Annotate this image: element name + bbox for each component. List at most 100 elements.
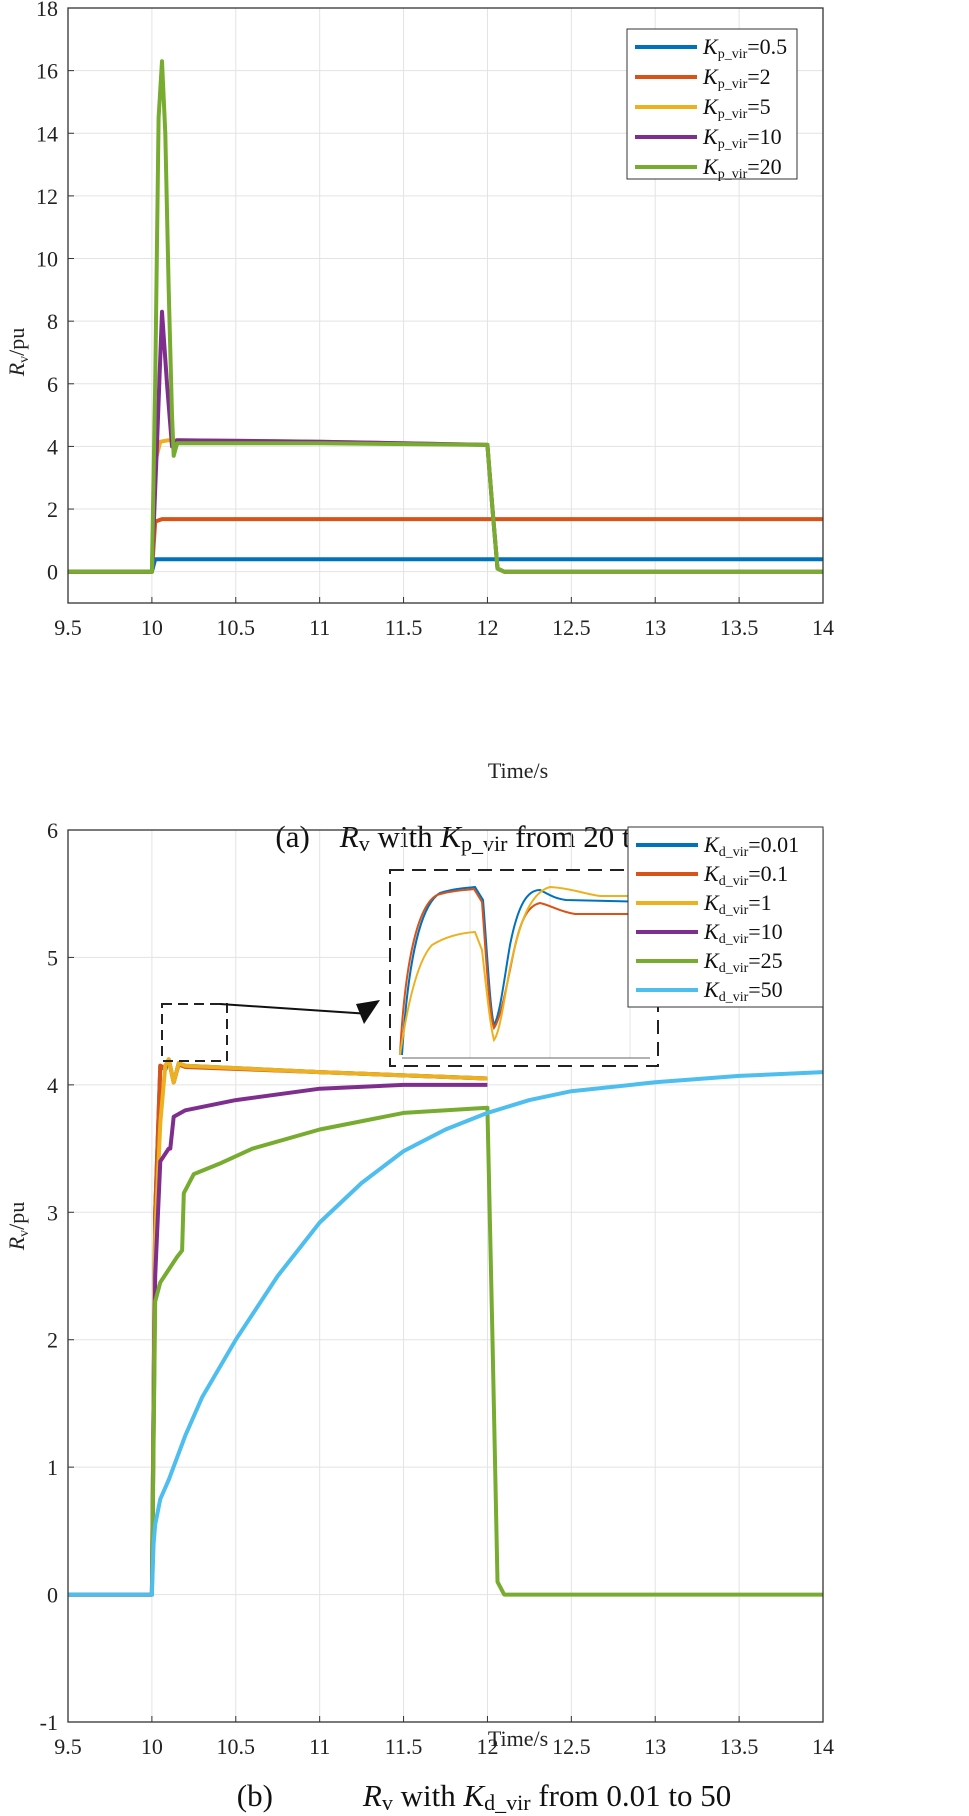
panel-b-x-tick-label: 13 — [644, 1734, 666, 1759]
panel-b-series-lines — [68, 1057, 824, 1597]
panel-a-series-line-p_vir-20 — [68, 59, 823, 574]
panel-b-caption-r-sub: v — [382, 1790, 393, 1815]
panel-a-legend-entry: Kp_vir=2 — [702, 64, 771, 92]
panel-a-y-tick-label: 2 — [47, 497, 58, 522]
zoom-inset-curve-kd-1 — [399, 885, 656, 1056]
legend-value: =50 — [748, 977, 782, 1002]
panel-b-x-tick-label: 11.5 — [385, 1734, 423, 1759]
panel-b-caption-k-sub: d_vir — [484, 1790, 531, 1815]
legend-k: K — [703, 890, 720, 915]
panel-a-ylabel-rest: /pu — [4, 328, 29, 356]
panel-b-x-axis-label: Time/s — [488, 1726, 548, 1751]
panel-a-y-tick-label: 16 — [36, 59, 58, 84]
panel-a-y-tick-label: 0 — [47, 560, 58, 585]
zoom-arrow-line — [219, 1003, 371, 1015]
legend-k: K — [703, 832, 720, 857]
panel-a-caption-k-sub: p_vir — [461, 831, 508, 856]
panel-a-legend-entry: Kp_vir=10 — [702, 124, 782, 152]
panel-b-legend: Kd_vir=0.01Kd_vir=0.1Kd_vir=1Kd_vir=10Kd… — [627, 826, 824, 1008]
panel-b-x-tick-label: 11 — [309, 1734, 330, 1759]
panel-b-x-tick-labels: 9.5 10 10.5 11 11.5 12 12.5 13 13.5 14 — [54, 1734, 834, 1759]
legend-k: K — [702, 64, 719, 89]
panel-a-y-tick-label: 12 — [36, 184, 58, 209]
panel-a-y-tick-label: 14 — [36, 121, 58, 146]
panel-b-series-line-d_vir-25 — [68, 1105, 823, 1597]
panel-b: 9.5 10 10.5 11 11.5 12 12.5 13 13.5 14 -10123456 … — [4, 818, 834, 1815]
panel-a-x-tick-label: 9.5 — [54, 615, 82, 640]
panel-a-x-tick-label: 11 — [309, 615, 330, 640]
panel-b-x-tick-label: 14 — [812, 1734, 834, 1759]
panel-b-y-tick-label: 4 — [47, 1073, 58, 1098]
panel-b-ylabel-main: R — [4, 1236, 29, 1251]
panel-b-x-tick-label: 9.5 — [54, 1734, 82, 1759]
panel-b-y-tick-labels: -1 0 1 2 3 4 5 6 — [40, 818, 58, 1735]
panel-b-legend-entry: Kd_vir=25 — [703, 948, 783, 976]
panel-a-x-tick-label: 11.5 — [385, 615, 423, 640]
panel-a-plot-frame — [67, 7, 824, 604]
panel-a-x-tick-label: 13.5 — [720, 615, 759, 640]
legend-value: =0.01 — [748, 832, 799, 857]
panel-b-y-axis-label: Rv/pu — [4, 1202, 32, 1252]
legend-sub: d_vir — [719, 903, 749, 918]
legend-value: =0.1 — [748, 861, 788, 886]
legend-k: K — [703, 861, 720, 886]
zoom-arrow-head — [356, 1000, 380, 1024]
panel-b-y-tick-label: 3 — [47, 1200, 58, 1225]
panel-a-ylabel-main: R — [4, 362, 29, 377]
panel-b-caption-r: R — [362, 1778, 382, 1813]
panel-b-caption-k: K — [462, 1778, 486, 1813]
panel-a-x-tick-label: 10 — [141, 615, 163, 640]
panel-a-x-tick-label: 14 — [812, 615, 834, 640]
panel-a-x-tick-label: 10.5 — [217, 615, 256, 640]
legend-value: =10 — [748, 919, 782, 944]
legend-k: K — [702, 154, 719, 179]
legend-k: K — [702, 94, 719, 119]
panel-b-legend-box — [627, 826, 824, 1008]
zoom-region-box — [161, 1003, 228, 1062]
legend-sub: d_vir — [719, 845, 749, 860]
panel-b-legend-entry: Kd_vir=0.01 — [703, 832, 799, 860]
panel-b-y-tick-label: -1 — [40, 1710, 58, 1735]
panel-a-y-tick-label: 6 — [47, 372, 58, 397]
panel-b-x-tick-label: 12 — [476, 1734, 498, 1759]
panel-b-x-tick-label: 12.5 — [552, 1734, 591, 1759]
zoom-inset — [389, 869, 659, 1067]
panel-a-legend-entry: Kp_vir=0.5 — [702, 34, 787, 62]
panel-a-y-tick-label: 18 — [36, 0, 58, 21]
panel-b-ylabel-rest: /pu — [4, 1202, 29, 1230]
panel-a-caption-mid: with — [370, 819, 441, 854]
panel-a: 9.5 10 10.5 11 11.5 12 12.5 13 13.5 14 0 2 4 6 8 10 12 1… — [4, 0, 834, 856]
panel-a-series-lines — [68, 59, 823, 574]
legend-value: =20 — [747, 154, 781, 179]
panel-b-x-tick-label: 10.5 — [217, 1734, 256, 1759]
panel-b-legend-entry: Kd_vir=50 — [703, 977, 783, 1005]
panel-a-series-line-p_vir-2 — [68, 517, 823, 574]
legend-k: K — [703, 919, 720, 944]
panel-b-y-tick-label: 6 — [47, 818, 58, 843]
panel-a-legend: Kp_vir=0.5Kp_vir=2Kp_vir=5Kp_vir=10Kp_vi… — [626, 28, 798, 182]
legend-sub: p_vir — [718, 107, 748, 122]
panel-a-caption-label: (a) — [275, 819, 309, 854]
legend-k: K — [702, 34, 719, 59]
panel-b-y-tick-label: 2 — [47, 1328, 58, 1353]
panel-b-caption-label: (b) — [237, 1778, 273, 1813]
panel-a-legend-box — [626, 28, 798, 180]
panel-a-caption-r: R — [339, 819, 359, 854]
panel-b-y-tick-label: 5 — [47, 945, 58, 970]
panel-a-caption-r-sub: v — [359, 831, 370, 856]
panel-b-series-line-d_vir-50 — [68, 1070, 824, 1597]
panel-a-x-tick-label: 12.5 — [552, 615, 591, 640]
legend-sub: p_vir — [718, 167, 748, 182]
legend-sub: d_vir — [719, 990, 749, 1005]
legend-value: =0.5 — [747, 34, 787, 59]
panel-a-legend-entry: Kp_vir=20 — [702, 154, 782, 182]
panel-b-y-tick-label: 0 — [47, 1583, 58, 1608]
legend-k: K — [703, 948, 720, 973]
panel-b-x-tick-label: 10 — [141, 1734, 163, 1759]
legend-k: K — [703, 977, 720, 1002]
legend-value: =2 — [747, 64, 770, 89]
legend-value: =10 — [747, 124, 781, 149]
legend-sub: d_vir — [719, 932, 749, 947]
panel-a-x-tick-labels: 9.5 10 10.5 11 11.5 12 12.5 13 13.5 14 — [54, 615, 834, 640]
